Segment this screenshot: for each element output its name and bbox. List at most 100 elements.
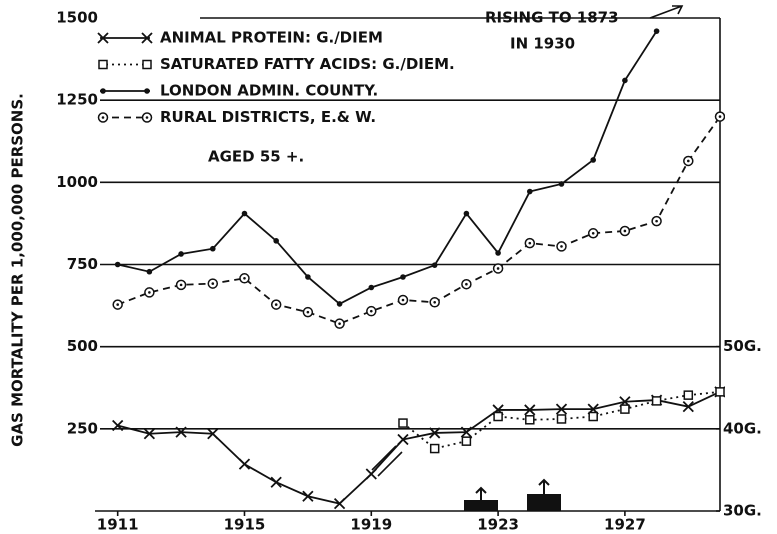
marker [492, 263, 504, 274]
legend-label: LONDON ADMIN. COUNTY. [160, 82, 378, 100]
marker [620, 404, 630, 414]
legend-label: ANIMAL PROTEIN: G./DIEM [160, 29, 383, 47]
marker [461, 278, 472, 290]
marker [209, 245, 216, 252]
marker [556, 241, 567, 252]
legend-label: SATURATED FATTY ACIDS: G./DIEM. [160, 55, 455, 73]
marker [112, 299, 123, 310]
annotation-arrow [649, 5, 684, 19]
marker [493, 411, 503, 422]
marker [429, 443, 440, 454]
marker [238, 458, 251, 470]
marker [397, 294, 409, 306]
marker [333, 497, 346, 510]
marker [305, 274, 311, 280]
y2-tick-label: 30G. [723, 502, 762, 520]
marker [715, 387, 725, 397]
marker [588, 411, 598, 422]
marker [590, 157, 596, 163]
marker [207, 278, 219, 289]
marker-center [433, 300, 436, 304]
marker [683, 390, 694, 400]
marker-center [655, 219, 658, 223]
marker-center [686, 159, 690, 163]
marker-center [116, 303, 119, 306]
marker [461, 436, 472, 446]
marker [460, 426, 473, 438]
y2-tick-label: 50G. [723, 337, 762, 355]
marker [619, 225, 631, 237]
marker [141, 32, 153, 44]
x-tick-label: 1923 [477, 516, 519, 534]
x-tick-label: 1919 [350, 516, 392, 534]
event-box [464, 500, 498, 511]
marker-center [274, 303, 278, 306]
marker [682, 401, 694, 413]
marker [241, 210, 248, 217]
marker [587, 228, 599, 239]
marker [368, 284, 375, 291]
marker [431, 262, 438, 268]
marker [556, 414, 567, 424]
marker [144, 88, 150, 94]
marker [336, 301, 343, 307]
y-tick-label: 750 [67, 255, 98, 273]
marker [270, 299, 282, 310]
marker [429, 297, 440, 308]
marker [302, 306, 314, 318]
marker-center [496, 267, 500, 270]
marker [112, 419, 124, 432]
marker [175, 426, 187, 438]
marker-center [101, 116, 105, 119]
marker-center [528, 241, 532, 245]
marker-center [718, 115, 722, 118]
marker [651, 215, 662, 227]
marker [98, 59, 108, 70]
y-tick-label: 1000 [56, 173, 98, 191]
marker [270, 476, 282, 488]
marker [366, 305, 377, 317]
marker [365, 468, 377, 480]
marker [651, 396, 662, 406]
marker [526, 188, 533, 195]
marker-center [465, 282, 468, 286]
marker [175, 279, 187, 291]
marker [100, 88, 106, 94]
event-arrow [538, 478, 550, 494]
x-tick-label: 1927 [604, 516, 646, 534]
marker-center [145, 116, 149, 119]
marker [555, 403, 568, 415]
marker [429, 427, 441, 439]
y-tick-label: 250 [67, 419, 98, 437]
marker [142, 59, 152, 70]
marker-center [148, 291, 151, 294]
marker [558, 181, 565, 187]
marker-center [623, 229, 627, 233]
marker [714, 111, 725, 122]
event-arrow [475, 486, 487, 500]
marker-center [179, 283, 183, 287]
marker [398, 418, 408, 428]
marker [114, 261, 121, 268]
marker [495, 250, 501, 256]
marker-center [306, 310, 310, 314]
marker [207, 428, 219, 440]
break-mark [371, 445, 403, 477]
y2-tick-label: 40G. [723, 419, 762, 437]
marker-center [560, 245, 563, 248]
marker [653, 28, 660, 34]
marker [524, 237, 536, 249]
series-line [117, 30, 658, 306]
marker-center [369, 309, 373, 313]
legend-label: RURAL DISTRICTS, E.& W. [160, 108, 376, 126]
y-tick-label: 500 [67, 337, 98, 355]
marker [239, 273, 250, 284]
marker [463, 210, 470, 217]
marker [334, 318, 345, 329]
marker [524, 404, 536, 416]
marker [97, 32, 109, 44]
marker [141, 112, 153, 123]
series-line [117, 391, 721, 505]
marker [400, 274, 406, 280]
marker [397, 433, 409, 446]
